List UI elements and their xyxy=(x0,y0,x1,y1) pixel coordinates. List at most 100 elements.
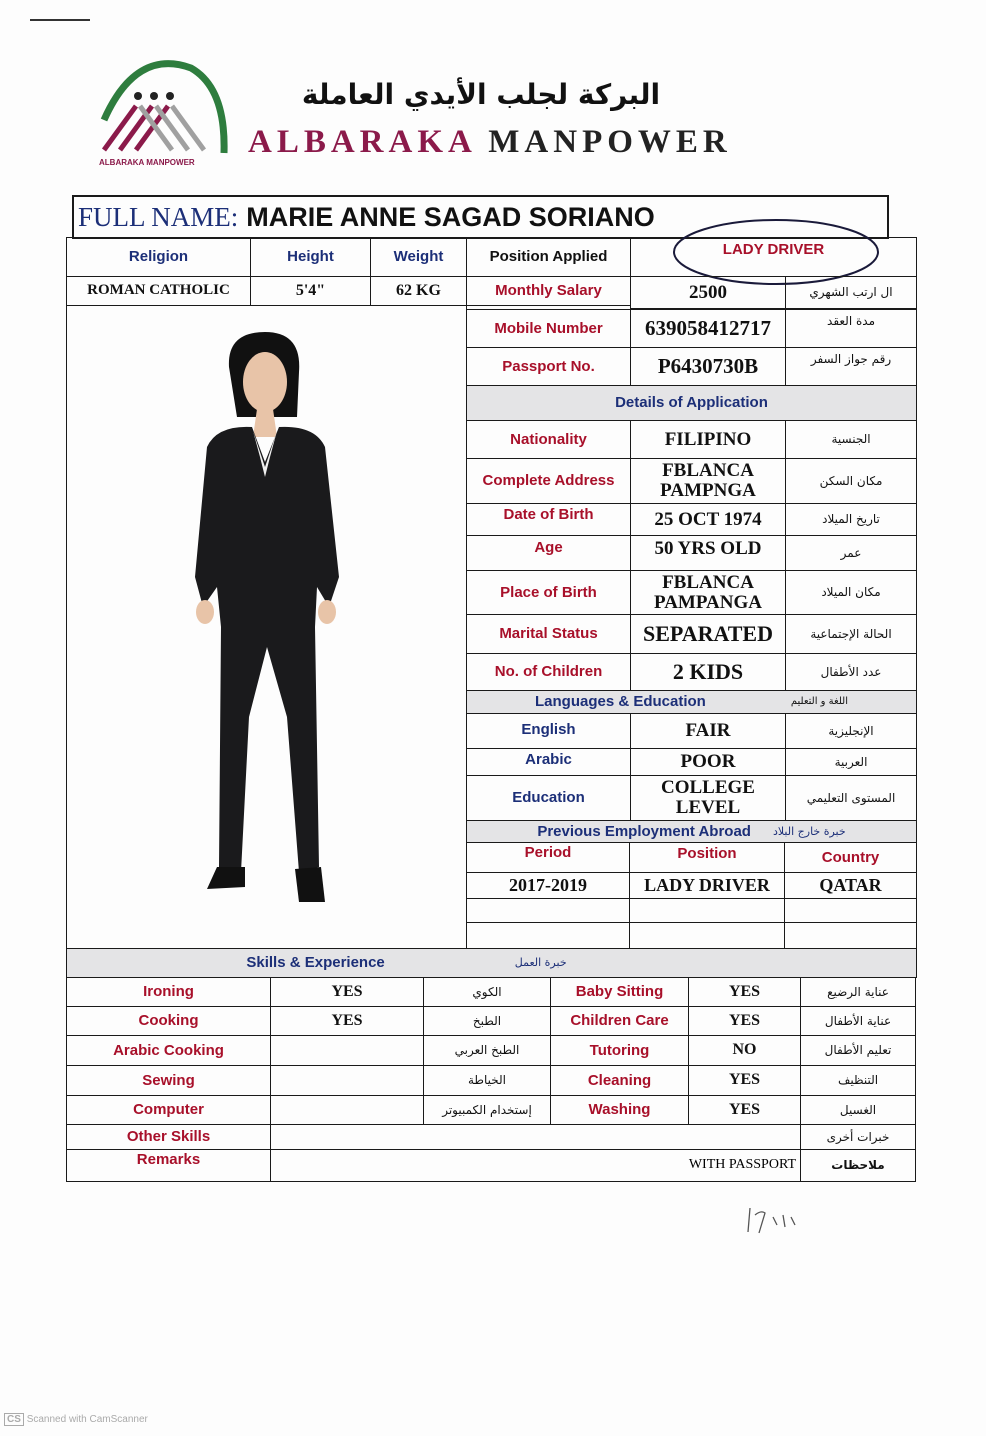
skill-right: Cleaning xyxy=(550,1065,689,1096)
skill-right-val: YES xyxy=(688,977,801,1007)
age-arabic: عمر xyxy=(785,535,917,571)
skill-right-ar: الغسيل xyxy=(800,1095,916,1125)
skill-left-val xyxy=(270,1065,424,1096)
skill-left-ar: الطبخ العربي xyxy=(423,1035,551,1066)
nationality-label: Nationality xyxy=(466,420,631,459)
camscanner-watermark: CS Scanned with CamScanner xyxy=(4,1413,148,1426)
employment-position: LADY DRIVER xyxy=(629,872,785,899)
children-value: 2 KIDS xyxy=(630,653,786,691)
albaraka-logo-icon xyxy=(100,60,228,154)
logo-caption: ALBARAKA MANPOWER xyxy=(99,158,195,167)
dob-label: Date of Birth xyxy=(466,503,631,536)
place-of-birth-arabic: مكان الميلاد xyxy=(785,570,917,615)
remarks-value: WITH PASSPORT xyxy=(270,1149,801,1182)
remarks-arabic: ملاحظات xyxy=(800,1149,916,1182)
camscanner-text: Scanned with CamScanner xyxy=(26,1414,148,1425)
english-label: English xyxy=(466,713,631,749)
arabic-arabic: العربية xyxy=(785,748,917,776)
skill-left-val: YES xyxy=(270,977,424,1007)
place-of-birth-label: Place of Birth xyxy=(466,570,631,615)
employment-empty-cell xyxy=(466,922,630,950)
english-value: FAIR xyxy=(630,713,786,749)
mobile-number-arabic: مدة العقد xyxy=(785,309,917,348)
languages-title-arabic: اللغة و التعليم xyxy=(790,695,849,707)
education-label: Education xyxy=(466,775,631,821)
skill-right-ar: عناية الأطفال xyxy=(800,1006,916,1036)
skill-right-val: YES xyxy=(688,1095,801,1125)
applicant-photo xyxy=(194,332,339,902)
skill-right-ar: تعليم الأطفال xyxy=(800,1035,916,1066)
marital-status-label: Marital Status xyxy=(466,614,631,654)
skill-right: Baby Sitting xyxy=(550,977,689,1007)
skill-left: Computer xyxy=(66,1095,271,1125)
skill-left: Ironing xyxy=(66,977,271,1007)
employment-section-header: Previous Employment Abroad خبرة خارج الب… xyxy=(466,820,917,843)
employment-empty-cell xyxy=(629,922,785,950)
education-value: COLLEGE LEVEL xyxy=(630,775,786,821)
other-skills-value xyxy=(270,1124,801,1150)
hand-drawn-circle-icon xyxy=(673,219,879,285)
employment-empty-cell xyxy=(784,922,917,950)
address-label: Complete Address xyxy=(466,458,631,504)
skills-section-header: Skills & Experience خبرة العمل xyxy=(66,948,917,978)
height-value: 5'4" xyxy=(250,276,371,306)
employment-title-arabic: خبرة خارج البلاد xyxy=(772,824,846,838)
skills-title: Skills & Experience xyxy=(246,954,385,972)
passport-value: P6430730B xyxy=(630,347,786,386)
weight-value: 62 KG xyxy=(370,276,467,306)
arabic-value: POOR xyxy=(630,748,786,776)
skill-right-val: YES xyxy=(688,1006,801,1036)
languages-section-header: Languages & Education اللغة و التعليم xyxy=(466,690,917,714)
skill-left-ar: إستخدام الكمبيوتر xyxy=(423,1095,551,1125)
address-value: FBLANCA PAMPNGA xyxy=(630,458,786,504)
full-name-value: MARIE ANNE SAGAD SORIANO xyxy=(246,201,655,232)
passport-label: Passport No. xyxy=(466,347,631,386)
country-header: Country xyxy=(784,842,917,873)
employment-empty-cell xyxy=(629,898,785,923)
children-label: No. of Children xyxy=(466,653,631,691)
company-name-part1: ALBARAKA xyxy=(248,124,476,160)
company-name-part2: MANPOWER xyxy=(488,124,732,160)
religion-value: ROMAN CATHOLIC xyxy=(66,276,251,306)
scan-mark xyxy=(30,19,90,21)
marital-status-arabic: الحالة الإجتماعية xyxy=(785,614,917,654)
english-arabic: الإنجليزية xyxy=(785,713,917,749)
handwritten-signature xyxy=(747,1207,796,1234)
skill-right: Washing xyxy=(550,1095,689,1125)
monthly-salary-arabic: ال ارتب الشهري xyxy=(785,276,917,309)
employment-country: QATAR xyxy=(784,872,917,899)
period-header: Period xyxy=(466,842,630,873)
skill-left: Arabic Cooking xyxy=(66,1035,271,1066)
skill-left-val: YES xyxy=(270,1006,424,1036)
height-label: Height xyxy=(250,237,371,277)
photo-area xyxy=(66,305,467,950)
passport-arabic: رقم جواز السفر xyxy=(785,347,917,386)
skill-left: Sewing xyxy=(66,1065,271,1096)
skill-right-ar: التنظيف xyxy=(800,1065,916,1096)
employment-empty-cell xyxy=(784,898,917,923)
skill-right: Tutoring xyxy=(550,1035,689,1066)
skill-left-ar: الخياطة xyxy=(423,1065,551,1096)
full-name-box: FULL NAME: MARIE ANNE SAGAD SORIANO xyxy=(72,195,889,239)
skill-left-ar: الكوي xyxy=(423,977,551,1007)
age-value: 50 YRS OLD xyxy=(630,535,786,571)
employment-title: Previous Employment Abroad xyxy=(537,822,751,840)
skill-left-val xyxy=(270,1035,424,1066)
place-of-birth-value: FBLANCA PAMPANGA xyxy=(630,570,786,615)
skill-left: Cooking xyxy=(66,1006,271,1036)
position-header: Position xyxy=(629,842,785,873)
skill-left-val xyxy=(270,1095,424,1125)
skill-right-ar: عناية الرضيع xyxy=(800,977,916,1007)
age-label: Age xyxy=(466,535,631,571)
employment-empty-cell xyxy=(466,898,630,923)
arabic-label: Arabic xyxy=(466,748,631,776)
skill-left-ar: الطبخ xyxy=(423,1006,551,1036)
nationality-value: FILIPINO xyxy=(630,420,786,459)
company-name: ALBARAKA MANPOWER xyxy=(248,124,732,161)
full-name-label: FULL NAME: xyxy=(78,201,239,232)
position-applied-label: Position Applied xyxy=(466,237,631,277)
dob-arabic: تاريخ الميلاد xyxy=(785,503,917,536)
languages-title: Languages & Education xyxy=(534,693,706,711)
mobile-number-value: 639058412717 xyxy=(630,309,786,348)
